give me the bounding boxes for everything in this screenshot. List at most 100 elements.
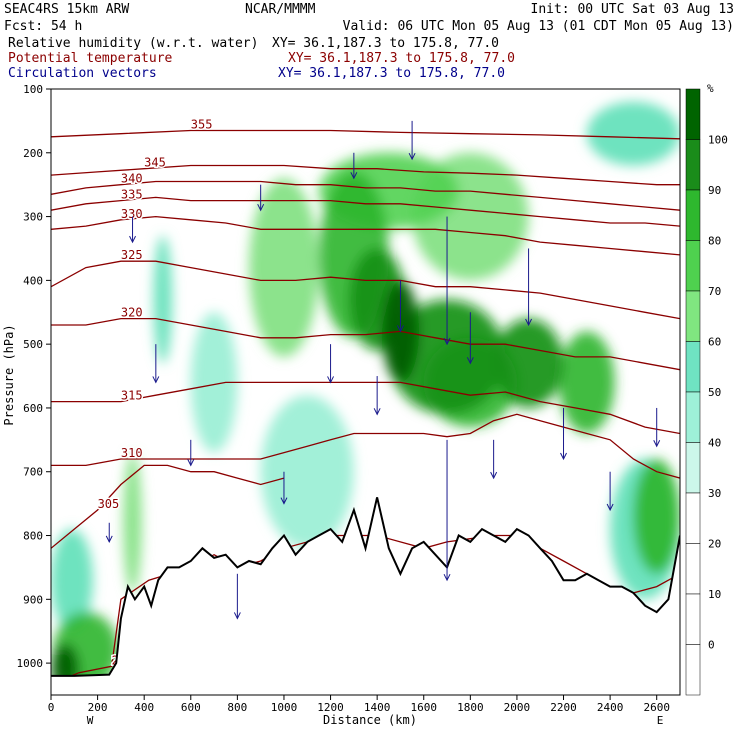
vector-head	[443, 573, 451, 582]
colorbar-label: 90	[708, 184, 721, 197]
x-tick-label: 1800	[457, 701, 484, 714]
theta-contour-335	[51, 196, 680, 227]
y-tick-label: 600	[23, 402, 43, 415]
plot-frame	[50, 88, 681, 696]
x-tick-label: 1200	[317, 701, 344, 714]
x-tick-label: 2200	[550, 701, 577, 714]
circulation-vectors	[105, 120, 661, 620]
legend-vector-xy: XY= 36.1,187.3 to 175.8, 77.0	[278, 66, 505, 81]
colorbar-swatch	[685, 492, 701, 544]
y-tick-label: 800	[23, 530, 43, 543]
y-axis-label: Pressure (hPa)	[2, 324, 16, 425]
vector-head	[396, 325, 404, 333]
theta-contour-345	[51, 164, 680, 186]
vector-head	[606, 503, 614, 512]
theta-contour-305	[51, 464, 285, 549]
x-tick-label: 600	[181, 701, 201, 714]
theta-contour-340	[51, 180, 680, 211]
theta-contour-315	[51, 381, 680, 435]
forecast-hour: Fcst: 54 h	[4, 19, 82, 34]
theta-label-315: 315	[121, 389, 143, 403]
rh-region	[249, 178, 319, 357]
init-time: Init: 00 UTC Sat 03 Aug 13	[531, 2, 735, 17]
colorbar-swatch	[685, 88, 701, 140]
x-tick-label: 2000	[504, 701, 531, 714]
theta-label-335: 335	[121, 188, 143, 202]
x-tick-label: 2400	[597, 701, 624, 714]
legend-theta-xy: XY= 36.1,187.3 to 175.8, 77.0	[288, 51, 515, 66]
y-tick-label: 200	[23, 147, 43, 160]
vector-head	[233, 612, 241, 620]
colorbar-label: 50	[708, 386, 721, 399]
terrain	[51, 497, 680, 695]
vector-head	[443, 337, 451, 346]
y-tick-label: 400	[23, 274, 43, 287]
vector-head	[327, 376, 335, 384]
y-axis: 100 200 300 400 500 600 700 800 900 1000	[17, 83, 51, 670]
vector-head	[129, 235, 136, 244]
theta-label-340: 340	[121, 172, 143, 186]
x-tick-label: 2600	[643, 701, 670, 714]
vector-head	[560, 452, 567, 461]
y-tick-label: 700	[23, 466, 43, 479]
x-tick-label: 1000	[271, 701, 298, 714]
vector-head	[466, 357, 474, 365]
rh-shading	[51, 101, 680, 695]
rh-region	[123, 452, 142, 593]
model-title: SEAC4RS 15km ARW	[4, 2, 129, 17]
theta-contour-320	[51, 317, 680, 371]
west-label: W	[87, 714, 94, 727]
colorbar-label: 60	[708, 336, 721, 349]
colorbar-label: 30	[708, 487, 721, 500]
x-tick-label: 0	[48, 701, 55, 714]
legend-theta-label: Potential temperature	[8, 51, 173, 66]
theta-contour-325	[51, 260, 680, 320]
x-axis-label: Distance (km)	[323, 713, 417, 727]
vector-head	[350, 172, 358, 180]
vector-head	[257, 203, 265, 212]
colorbar-label: 40	[708, 437, 721, 450]
colorbar-label: 80	[708, 235, 721, 248]
vector-head	[105, 535, 113, 544]
rh-region	[51, 529, 93, 632]
colorbar-swatch	[685, 644, 701, 696]
x-tick-label: 200	[88, 701, 108, 714]
vector-head	[152, 376, 160, 384]
theta-label-355: 355	[191, 117, 213, 131]
y-tick-label: 300	[23, 211, 43, 224]
colorbar-swatch	[685, 543, 701, 595]
x-axis: 0 200 400 600 800 1000 1200 1400 1600 1800 2000 220…	[48, 695, 670, 714]
colorbar-label: 100	[708, 134, 728, 147]
vector-head	[408, 152, 416, 161]
theta-contour-355	[51, 129, 680, 140]
vector-head	[653, 439, 661, 448]
colorbar-label: 70	[708, 285, 721, 298]
theta-label-330: 330	[121, 207, 143, 221]
east-label: E	[657, 714, 664, 727]
colorbar-swatch	[685, 391, 701, 443]
colorbar-swatch	[685, 139, 701, 191]
vector-head	[280, 497, 288, 505]
theta-contour-330	[51, 215, 680, 256]
org-title: NCAR/MMMM	[245, 2, 316, 17]
colorbar-label: 10	[708, 588, 721, 601]
colorbar-label: 20	[708, 538, 721, 551]
rh-region	[558, 331, 615, 434]
colorbar-swatch	[685, 290, 701, 342]
colorbar-swatch	[685, 593, 701, 645]
x-tick-label: 1400	[364, 701, 391, 714]
theta-label-325: 325	[121, 248, 143, 262]
vector-head	[490, 471, 498, 480]
x-tick-label: 400	[134, 701, 154, 714]
y-tick-label: 500	[23, 338, 43, 351]
vector-head	[187, 459, 195, 467]
theta-label-310: 310	[121, 446, 143, 460]
terrain-line	[51, 497, 680, 677]
legend-vector-label: Circulation vectors	[8, 66, 157, 81]
y-tick-label: 900	[23, 593, 43, 606]
terrain-fill	[51, 497, 680, 695]
rh-region	[190, 312, 238, 453]
legend-rh-label: Relative humidity (w.r.t. water)	[8, 36, 258, 51]
